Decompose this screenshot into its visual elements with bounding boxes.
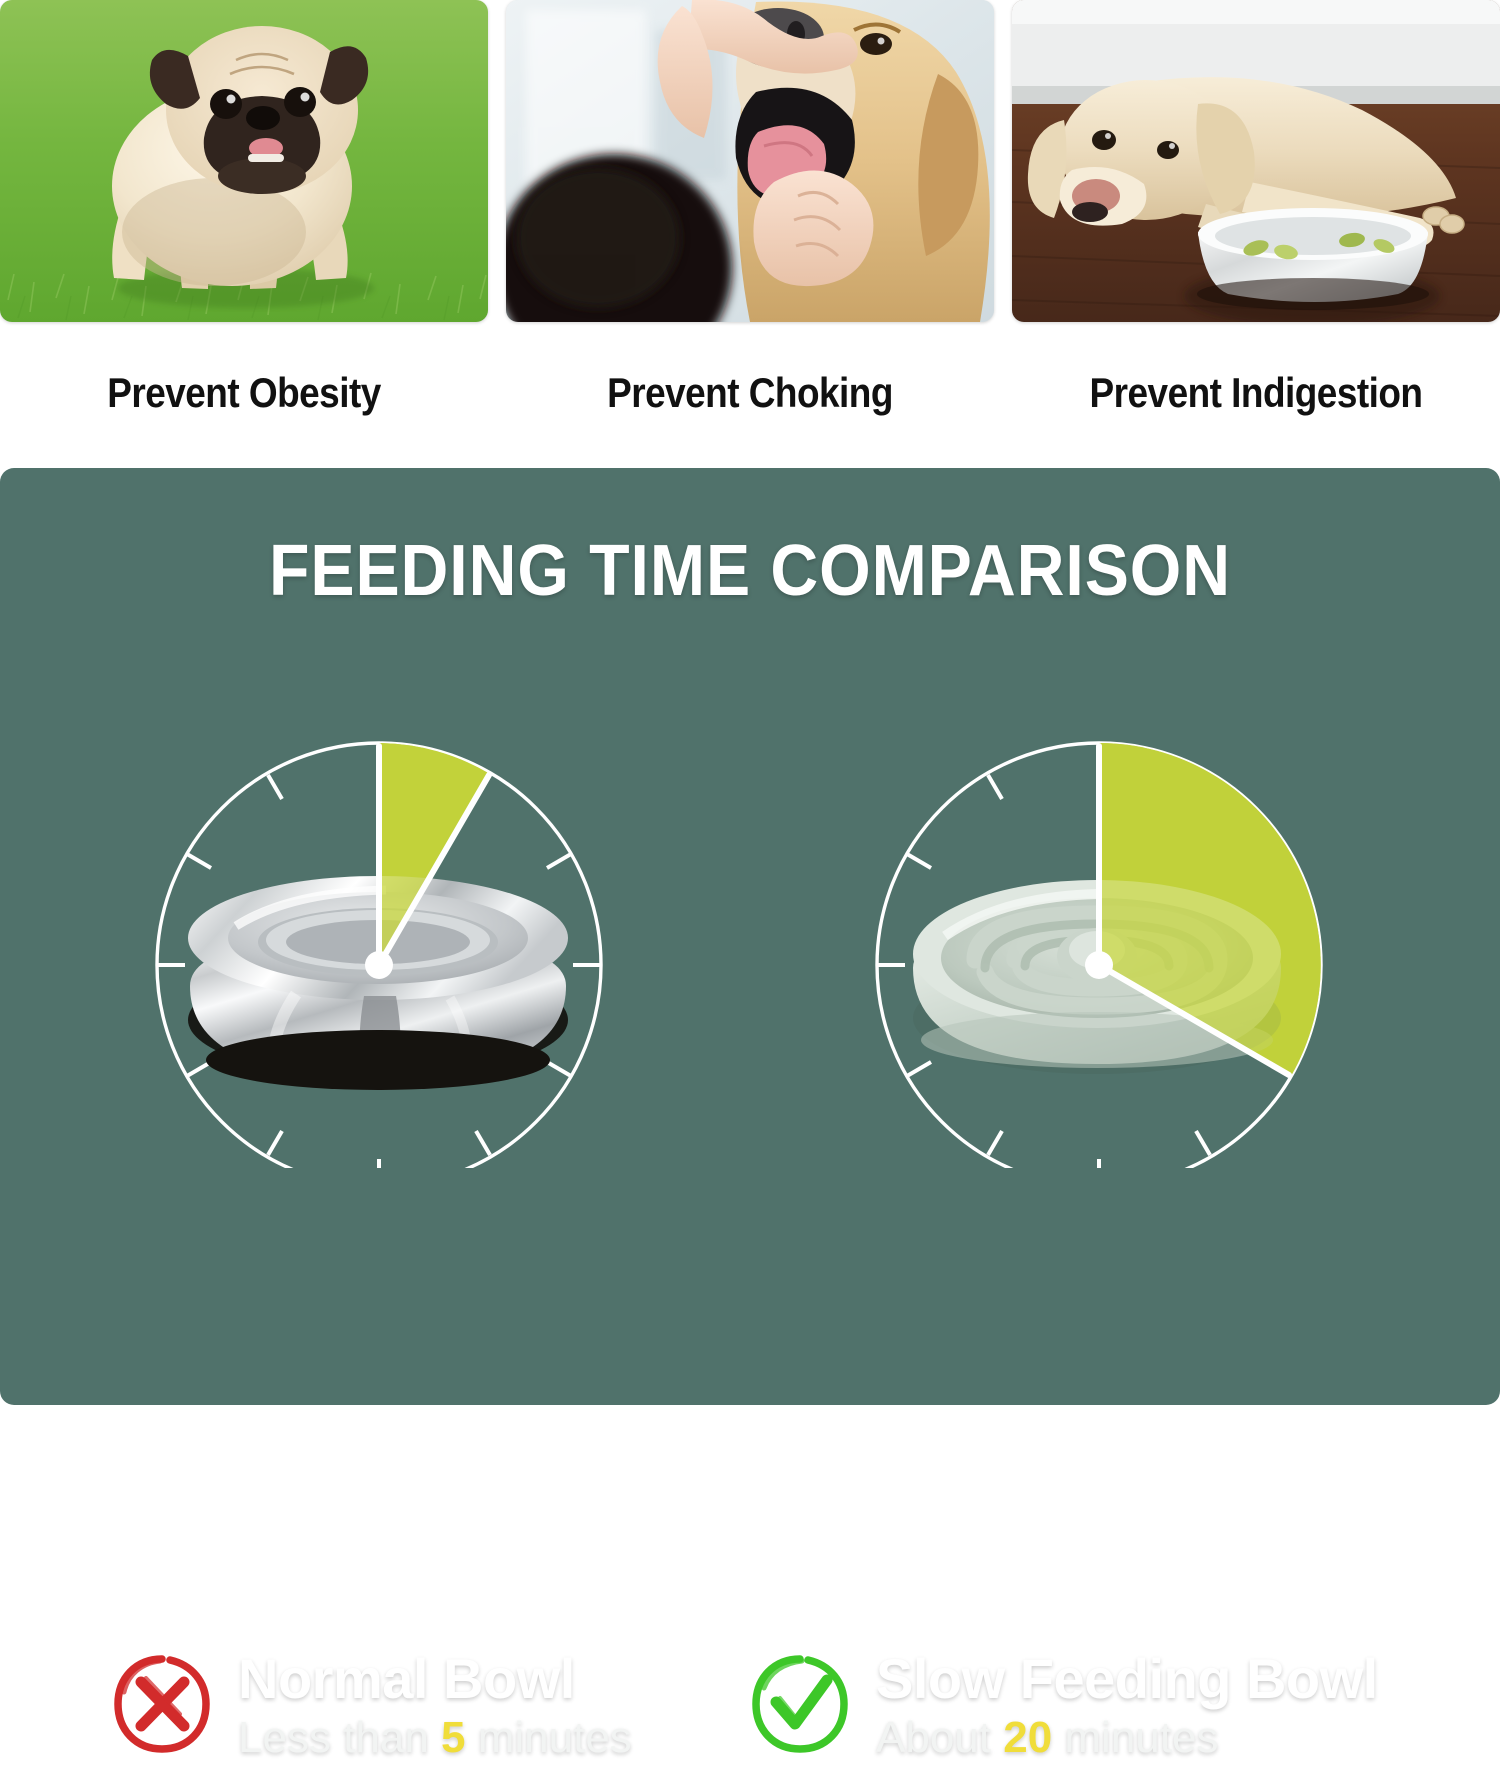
result-sub-normal-bowl: Less than 5 minutes bbox=[238, 1713, 632, 1764]
result-slow-feeding-bowl: Slow Feeding Bowl About 20 minutes bbox=[748, 1648, 1378, 1768]
results-row: Normal Bowl Less than 5 minutes Slow Fee… bbox=[0, 1648, 1500, 1768]
dial-hand-20min bbox=[1096, 962, 1292, 1078]
benefit-labels-row: Prevent Obesity Prevent Choking Prevent … bbox=[0, 330, 1500, 455]
benefit-label-prevent-choking: Prevent Choking bbox=[607, 368, 893, 416]
slow-feeder-dial bbox=[835, 668, 1355, 1168]
result-title-slow-feeding-bowl: Slow Feeding Bowl bbox=[876, 1647, 1378, 1710]
normal-bowl-dial bbox=[120, 668, 640, 1168]
result-sub-value: 20 bbox=[1003, 1713, 1053, 1763]
result-sub-value: 5 bbox=[441, 1713, 466, 1763]
result-title-normal-bowl: Normal Bowl bbox=[238, 1647, 575, 1710]
red-x-circle-icon bbox=[110, 1652, 214, 1756]
panel-title: FEEDING TIME COMPARISON bbox=[268, 531, 1232, 611]
result-sub-suffix: minutes bbox=[465, 1713, 632, 1763]
green-check-circle-icon bbox=[748, 1652, 852, 1756]
result-sub-suffix: minutes bbox=[1052, 1713, 1219, 1763]
benefit-photo-prevent-obesity bbox=[0, 0, 488, 322]
dog-mouth-exam-photo bbox=[506, 0, 994, 322]
benefit-photo-prevent-indigestion bbox=[1012, 0, 1500, 322]
result-text-slow-feeding-bowl: Slow Feeding Bowl About 20 minutes bbox=[876, 1648, 1378, 1764]
dials-row bbox=[0, 668, 1500, 1168]
feeding-time-comparison-panel: FEEDING TIME COMPARISON bbox=[0, 468, 1500, 1762]
benefit-label-prevent-indigestion: Prevent Indigestion bbox=[1089, 368, 1423, 416]
result-normal-bowl: Normal Bowl Less than 5 minutes bbox=[110, 1648, 632, 1768]
benefits-photo-strip bbox=[0, 0, 1500, 330]
dial-hand-5min bbox=[376, 772, 492, 968]
result-sub-prefix: Less than bbox=[238, 1713, 442, 1763]
result-sub-slow-feeding-bowl: About 20 minutes bbox=[876, 1713, 1378, 1764]
overweight-pug-photo bbox=[0, 0, 488, 322]
dial-hub bbox=[365, 951, 393, 979]
result-sub-prefix: About bbox=[876, 1713, 1004, 1763]
slow-feeder-dial-graphic bbox=[875, 741, 1323, 1168]
benefit-label-prevent-obesity: Prevent Obesity bbox=[107, 368, 381, 416]
dial-hub bbox=[1085, 951, 1113, 979]
benefit-photo-prevent-choking bbox=[506, 0, 994, 322]
normal-bowl-dial-graphic bbox=[155, 741, 603, 1168]
stainless-steel-bowl bbox=[188, 876, 568, 1090]
sad-labrador-bowl-photo bbox=[1012, 0, 1500, 322]
result-text-normal-bowl: Normal Bowl Less than 5 minutes bbox=[238, 1648, 632, 1764]
